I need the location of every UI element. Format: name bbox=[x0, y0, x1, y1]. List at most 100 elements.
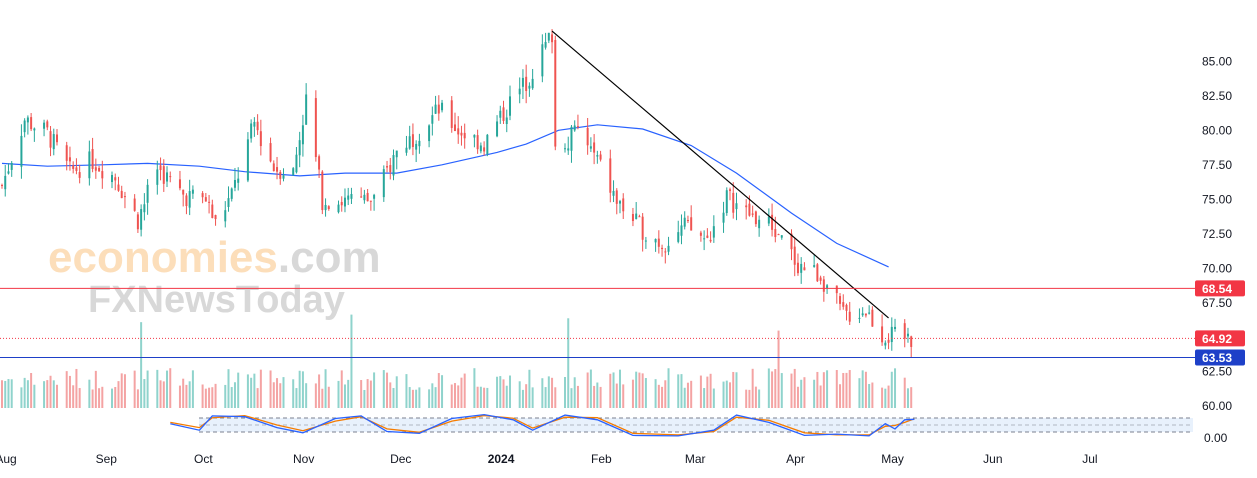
candle-body bbox=[279, 171, 282, 179]
candle-body bbox=[894, 326, 897, 329]
candle-body bbox=[839, 296, 842, 304]
candle-body bbox=[712, 226, 715, 238]
candle-body bbox=[732, 192, 735, 213]
candle-body bbox=[75, 167, 78, 171]
candle-body bbox=[246, 139, 249, 181]
candle-body bbox=[576, 126, 579, 128]
volume-bar bbox=[75, 368, 78, 408]
candle-body bbox=[803, 267, 806, 271]
volume-bars bbox=[1, 314, 913, 408]
volume-bar bbox=[800, 379, 803, 408]
volume-bar bbox=[664, 380, 667, 408]
price-badge bbox=[1195, 349, 1245, 366]
candle-body bbox=[276, 167, 279, 172]
volume-bar bbox=[360, 380, 363, 408]
volume-bar bbox=[631, 379, 634, 408]
volume-bar bbox=[369, 380, 372, 408]
candle-body bbox=[253, 121, 256, 127]
volume-bar bbox=[703, 388, 706, 408]
volume-bar bbox=[26, 380, 29, 408]
candle-body bbox=[292, 168, 295, 176]
candle-body bbox=[661, 247, 664, 250]
candle-body bbox=[140, 209, 143, 230]
candle-body bbox=[525, 76, 528, 91]
y-tick-label: 80.00 bbox=[1202, 123, 1232, 137]
volume-bar bbox=[318, 374, 321, 408]
volume-bar bbox=[547, 376, 550, 408]
volume-bar bbox=[327, 386, 330, 408]
candle-body bbox=[72, 165, 75, 169]
volume-bar bbox=[72, 385, 75, 408]
candle-body bbox=[551, 34, 554, 43]
stochastic-axis-label: 0.00 bbox=[1204, 431, 1228, 445]
volume-bar bbox=[46, 380, 49, 408]
candle-body bbox=[502, 107, 505, 121]
candle-body bbox=[78, 172, 81, 178]
volume-bar bbox=[609, 373, 612, 408]
candle-body bbox=[298, 140, 301, 156]
candle-body bbox=[392, 155, 395, 176]
volume-bar bbox=[826, 370, 829, 408]
candle-body bbox=[748, 203, 751, 216]
volume-bar bbox=[292, 379, 295, 408]
candle-body bbox=[185, 195, 188, 207]
volume-bar bbox=[906, 388, 909, 408]
candle-body bbox=[496, 121, 499, 137]
volume-bar bbox=[521, 389, 524, 408]
candle-body bbox=[457, 128, 460, 135]
volume-bar bbox=[159, 380, 162, 408]
volume-bar bbox=[389, 382, 392, 408]
volume-bar bbox=[496, 376, 499, 408]
candle-body bbox=[890, 326, 893, 343]
volume-bar bbox=[68, 375, 71, 408]
candle-body bbox=[771, 214, 774, 230]
candle-body bbox=[460, 132, 463, 136]
volume-bar bbox=[894, 368, 897, 408]
candle-body bbox=[677, 232, 680, 242]
candle-body bbox=[395, 150, 398, 158]
volume-bar bbox=[842, 372, 845, 408]
volume-bar bbox=[528, 369, 531, 408]
volume-bar bbox=[123, 374, 126, 408]
price-badges: 68.54 64.92 63.53 bbox=[1195, 280, 1245, 366]
candle-body bbox=[33, 128, 36, 131]
volume-bar bbox=[405, 374, 408, 408]
volume-bar bbox=[169, 368, 172, 408]
volume-bar bbox=[654, 379, 657, 408]
candle-body bbox=[884, 342, 887, 346]
candle-body bbox=[1, 185, 3, 187]
candle-body bbox=[822, 279, 825, 292]
candle-body bbox=[233, 179, 236, 188]
volume-bar bbox=[156, 369, 159, 408]
candle-body bbox=[780, 235, 783, 238]
x-tick-label: Jul bbox=[1082, 452, 1097, 466]
watermark-brand: economies.com bbox=[48, 233, 381, 282]
volume-bar bbox=[586, 372, 589, 408]
candle-body bbox=[327, 206, 330, 209]
candle-body bbox=[43, 122, 46, 129]
candle-body bbox=[321, 171, 324, 211]
volume-bar bbox=[237, 372, 240, 408]
candle-body bbox=[65, 145, 68, 161]
candle-body bbox=[256, 121, 259, 131]
candle-body bbox=[842, 302, 845, 307]
candle-body bbox=[703, 238, 706, 240]
volume-bar bbox=[544, 387, 547, 408]
price-badge-label: 63.53 bbox=[1202, 351, 1232, 365]
candle-body bbox=[88, 151, 91, 179]
volume-bar bbox=[599, 386, 602, 408]
candle-body bbox=[431, 115, 434, 124]
x-tick-label: Jun bbox=[983, 452, 1002, 466]
x-tick-label: Dec bbox=[390, 452, 411, 466]
volume-bar bbox=[858, 378, 861, 408]
candle-body bbox=[777, 234, 780, 236]
candle-body bbox=[476, 135, 479, 150]
candle-body bbox=[758, 219, 761, 229]
volume-bar bbox=[256, 388, 259, 408]
volume-bar bbox=[23, 377, 26, 408]
candle-body bbox=[441, 102, 444, 111]
candle-body bbox=[790, 233, 793, 250]
volume-bar bbox=[386, 372, 389, 408]
price-badge bbox=[1195, 330, 1245, 347]
x-tick-label: Apr bbox=[786, 452, 805, 466]
